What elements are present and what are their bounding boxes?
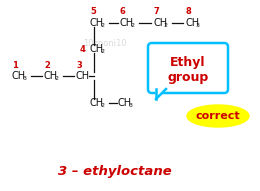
Text: 2: 2 — [44, 61, 50, 70]
Text: 3: 3 — [23, 76, 27, 81]
Text: CH: CH — [118, 98, 132, 108]
Text: CH: CH — [90, 98, 104, 108]
Text: 3: 3 — [76, 61, 82, 70]
Text: 2: 2 — [101, 103, 105, 108]
Text: CH: CH — [12, 71, 26, 81]
Text: 3: 3 — [128, 103, 133, 108]
Text: CH: CH — [90, 18, 104, 28]
Text: CH: CH — [90, 44, 104, 54]
Text: 8: 8 — [186, 7, 192, 16]
Text: group: group — [167, 71, 209, 84]
Text: 2: 2 — [101, 49, 105, 54]
Text: Ethyl: Ethyl — [170, 57, 206, 70]
Text: 10zponi10: 10zponi10 — [83, 39, 127, 48]
Text: 2: 2 — [131, 23, 134, 28]
Text: CH: CH — [44, 71, 58, 81]
Text: CH: CH — [153, 18, 167, 28]
Text: 1: 1 — [12, 61, 18, 70]
Text: 5: 5 — [90, 7, 96, 16]
Text: 2: 2 — [55, 76, 59, 81]
Text: CH: CH — [120, 18, 134, 28]
Ellipse shape — [187, 105, 249, 127]
Text: 4: 4 — [80, 45, 86, 53]
Text: 2: 2 — [164, 23, 167, 28]
Text: 3: 3 — [196, 23, 199, 28]
Text: 6: 6 — [120, 7, 126, 16]
Text: CH: CH — [76, 71, 90, 81]
Polygon shape — [156, 89, 166, 99]
FancyBboxPatch shape — [148, 43, 228, 93]
Text: 2: 2 — [101, 23, 105, 28]
Text: correct: correct — [196, 111, 240, 121]
Text: CH: CH — [185, 18, 199, 28]
Text: 3 – ethyloctane: 3 – ethyloctane — [58, 164, 172, 177]
Text: 7: 7 — [154, 7, 160, 16]
